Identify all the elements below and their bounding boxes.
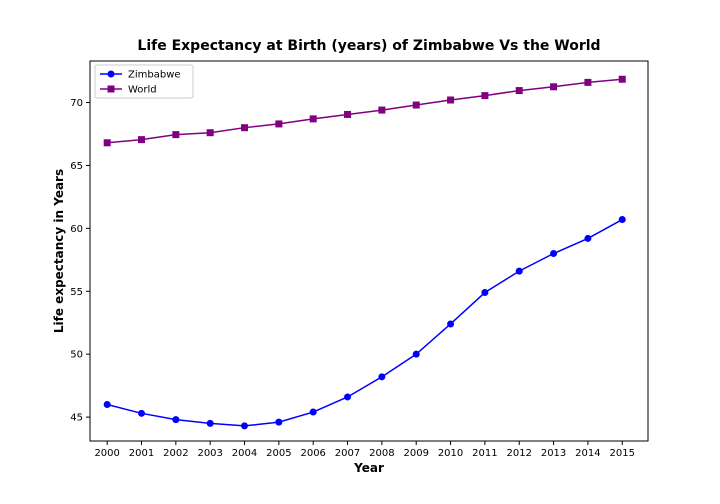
x-tick-label: 2005 — [266, 448, 291, 459]
data-point-zimbabwe — [103, 401, 111, 409]
x-axis-label: Year — [353, 461, 384, 475]
legend-label-world: World — [128, 85, 157, 96]
data-point-world — [344, 110, 352, 118]
x-tick-label: 2000 — [94, 448, 119, 459]
x-tick-label: 2015 — [610, 448, 635, 459]
x-tick-label: 2008 — [369, 448, 394, 459]
data-point-zimbabwe — [515, 267, 523, 275]
plot-area: 2000 2001 2002 2003 2004 2005 2006 2007 2008 2009… — [70, 60, 649, 459]
data-point-zimbabwe — [481, 289, 489, 297]
legend: Zimbabwe World — [94, 64, 194, 99]
x-tick-label: 2013 — [541, 448, 566, 459]
legend-marker-world — [107, 85, 115, 93]
data-point-world — [447, 96, 455, 104]
y-tick-label: 70 — [70, 98, 83, 109]
y-tick-label: 65 — [70, 161, 83, 172]
data-point-zimbabwe — [206, 419, 214, 427]
data-point-world — [618, 75, 626, 83]
series-line-world — [107, 78, 623, 144]
x-tick-label: 2011 — [472, 448, 497, 459]
y-tick-label: 50 — [70, 350, 83, 361]
data-point-world — [103, 139, 111, 147]
data-point-world — [550, 83, 558, 91]
data-point-zimbabwe — [138, 409, 146, 417]
legend-label-zimbabwe: Zimbabwe — [128, 70, 181, 81]
x-tick-label: 2002 — [163, 448, 188, 459]
data-point-world — [138, 136, 146, 144]
x-tick-label: 2012 — [507, 448, 532, 459]
data-point-world — [172, 131, 180, 139]
data-point-world — [378, 106, 386, 114]
legend-marker-zimbabwe — [107, 70, 115, 78]
y-axis-label: Life expectancy in Years — [52, 169, 66, 333]
data-point-zimbabwe — [412, 350, 420, 358]
series-line-zimbabwe — [106, 218, 623, 427]
data-point-world — [309, 115, 317, 123]
x-tick-label: 2003 — [197, 448, 222, 459]
data-point-zimbabwe — [618, 216, 626, 224]
data-point-zimbabwe — [172, 416, 180, 424]
x-tick-label: 2006 — [300, 448, 325, 459]
y-tick-label: 60 — [70, 224, 83, 235]
data-point-world — [206, 129, 214, 137]
y-tick-label: 55 — [70, 287, 83, 298]
x-tick-label: 2004 — [232, 448, 257, 459]
data-point-zimbabwe — [309, 408, 317, 416]
data-point-zimbabwe — [550, 250, 558, 258]
data-point-zimbabwe — [447, 320, 455, 328]
plot-frame — [89, 60, 649, 442]
data-point-zimbabwe — [344, 393, 352, 401]
data-point-world — [481, 92, 489, 100]
y-tick-label: 45 — [70, 413, 83, 424]
data-point-zimbabwe — [584, 234, 592, 242]
x-tick-label: 2010 — [438, 448, 463, 459]
data-point-world — [584, 78, 592, 86]
x-tick-label: 2001 — [129, 448, 154, 459]
data-point-world — [241, 124, 249, 132]
chart-title: Life Expectancy at Birth (years) of Zimb… — [137, 38, 600, 54]
x-tick-label: 2009 — [403, 448, 428, 459]
x-tick-label: 2014 — [575, 448, 600, 459]
x-tick-label: 2007 — [335, 448, 360, 459]
data-point-zimbabwe — [241, 422, 249, 430]
data-point-world — [515, 87, 523, 95]
data-point-world — [275, 120, 283, 128]
data-point-zimbabwe — [275, 418, 283, 426]
data-point-world — [412, 101, 420, 109]
data-point-zimbabwe — [378, 373, 386, 381]
